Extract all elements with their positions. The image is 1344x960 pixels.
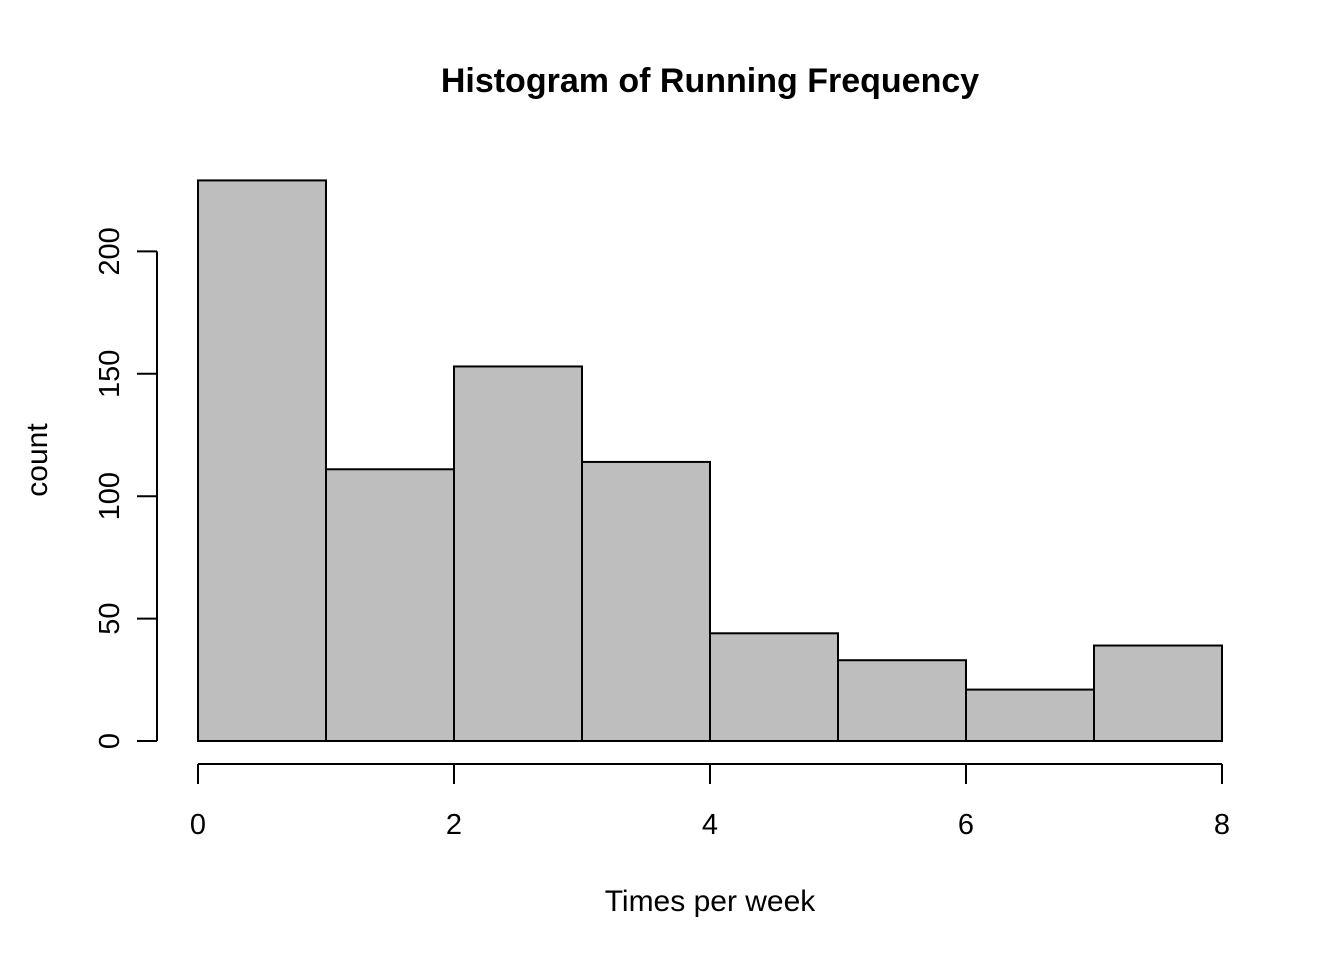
y-axis: 0 50 100 150 200 xyxy=(94,227,158,749)
y-tick-label: 200 xyxy=(94,227,126,275)
x-tick-label: 4 xyxy=(702,809,718,841)
y-tick-label: 150 xyxy=(94,350,126,398)
x-tick-label: 0 xyxy=(190,809,206,841)
histogram-bar xyxy=(581,460,711,742)
x-tick-label: 2 xyxy=(446,809,462,841)
y-tick-label: 50 xyxy=(94,602,126,634)
histogram-bar xyxy=(453,365,583,742)
histogram-bar xyxy=(1093,644,1223,743)
y-tick-label: 0 xyxy=(94,733,126,749)
x-axis-title: Times per week xyxy=(605,885,817,918)
x-tick-label: 6 xyxy=(958,809,974,841)
histogram-bar xyxy=(837,659,967,742)
x-axis: 0 2 4 6 8 xyxy=(190,763,1230,841)
histogram-bar xyxy=(197,179,327,742)
bars-group xyxy=(197,179,1223,743)
chart-title: Histogram of Running Frequency xyxy=(441,62,979,100)
x-tick-label: 8 xyxy=(1214,809,1230,841)
y-tick-label: 100 xyxy=(94,472,126,520)
y-axis-title: count xyxy=(21,423,54,497)
histogram-bar xyxy=(965,688,1095,742)
histogram-bar xyxy=(709,632,839,743)
histogram-bar xyxy=(325,468,455,742)
